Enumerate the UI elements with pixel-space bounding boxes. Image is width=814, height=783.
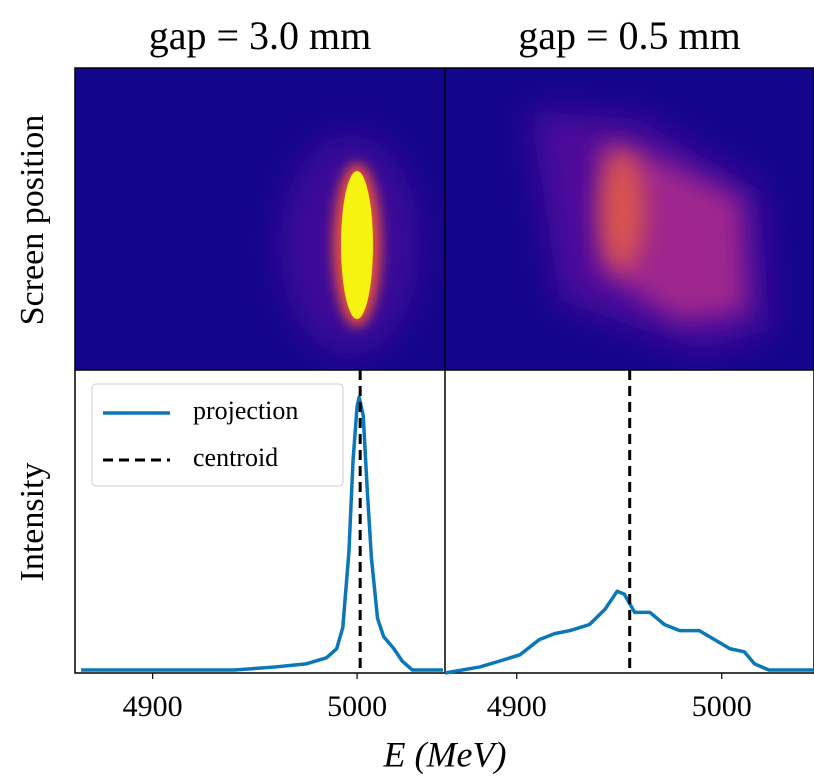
x-axis-label: E (MeV) — [383, 734, 507, 774]
x-tick-label: 4900 — [487, 690, 547, 723]
x-tick-label: 4900 — [123, 690, 183, 723]
y-axis-label: Intensity — [14, 463, 51, 582]
legend: projection centroid — [91, 383, 344, 487]
legend-label: centroid — [193, 443, 278, 472]
x-tick-label: 5000 — [692, 690, 752, 723]
y-axis-label: Screen position — [14, 115, 51, 326]
panel-title: gap = 3.0 mm — [149, 13, 372, 58]
panel-title: gap = 0.5 mm — [518, 13, 741, 58]
projection-line — [81, 395, 443, 672]
x-tick-label: 5000 — [327, 690, 387, 723]
heatmap-left — [75, 68, 445, 370]
heatmap-right — [445, 68, 814, 370]
legend-label: projection — [193, 396, 298, 425]
